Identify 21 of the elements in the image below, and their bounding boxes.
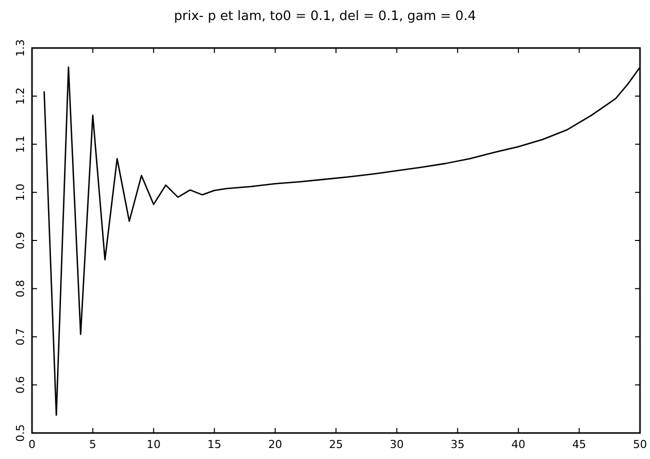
y-tick-label: 1.0 bbox=[14, 184, 27, 202]
y-tick-label: 0.5 bbox=[14, 424, 27, 442]
x-tick-label: 45 bbox=[572, 438, 586, 451]
x-tick-label: 15 bbox=[207, 438, 222, 451]
y-tick-label: 0.8 bbox=[14, 280, 27, 298]
x-tick-label: 25 bbox=[329, 438, 343, 451]
y-tick-label: 0.6 bbox=[14, 376, 27, 394]
x-tick-label: 40 bbox=[511, 438, 526, 451]
x-tick-label: 35 bbox=[450, 438, 465, 451]
x-tick-label: 5 bbox=[89, 438, 96, 451]
y-tick-label: 1.3 bbox=[14, 39, 27, 57]
y-tick-label: 1.2 bbox=[14, 87, 27, 105]
y-tick-label: 1.1 bbox=[14, 136, 27, 153]
chart-title: prix- p et lam, to0 = 0.1, del = 0.1, gam = 0.4 bbox=[174, 9, 476, 24]
y-tick-label: 0.7 bbox=[14, 328, 27, 346]
x-tick-label: 0 bbox=[28, 438, 36, 451]
x-tick-label: 20 bbox=[268, 438, 282, 451]
y-tick-label: 0.9 bbox=[14, 232, 27, 250]
x-tick-label: 50 bbox=[633, 438, 647, 451]
x-tick-label: 10 bbox=[146, 438, 161, 451]
x-tick-label: 30 bbox=[390, 438, 404, 451]
